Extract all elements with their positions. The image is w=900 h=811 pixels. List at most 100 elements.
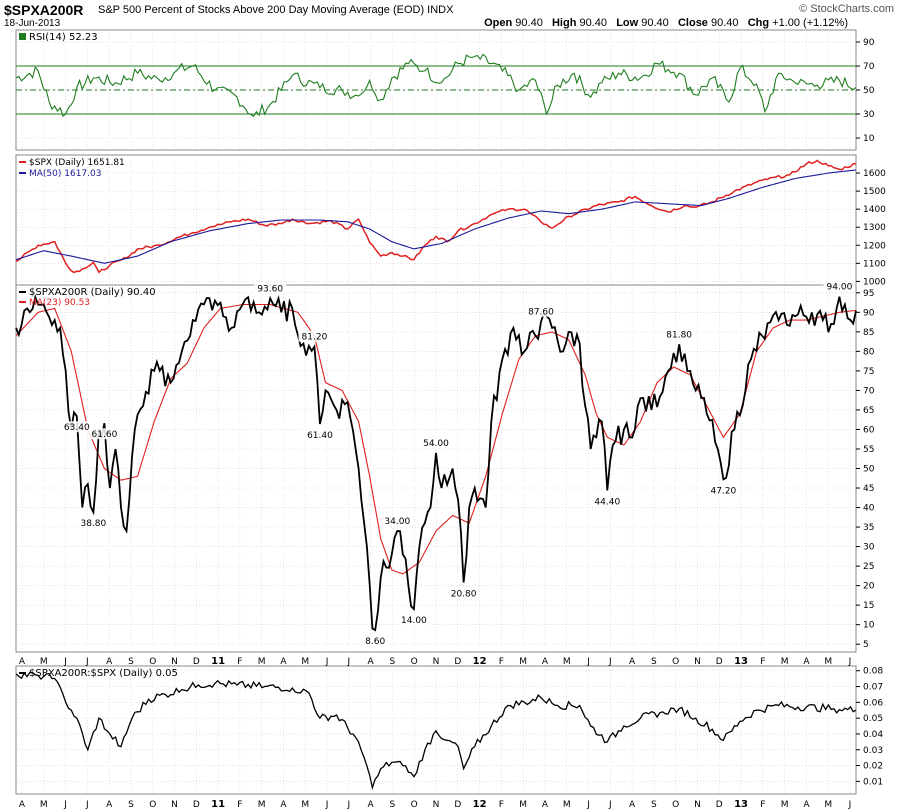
low-value: 90.40 <box>641 17 669 29</box>
data-label-bg <box>88 428 121 440</box>
x-month-label: D <box>193 657 200 667</box>
y-tick-label: 1200 <box>863 241 886 251</box>
x-month-label: J <box>85 657 89 667</box>
data-label: 47.20 <box>710 486 736 496</box>
ohlc-readout: Open 90.40 High 90.40 Low 90.40 Close 90… <box>484 17 848 29</box>
spx-line <box>15 159 856 274</box>
y-tick-label: 0.02 <box>863 762 883 772</box>
x-month-label: M <box>563 800 571 810</box>
data-label-bg <box>254 282 287 294</box>
x-month-label: A <box>629 800 636 810</box>
y-tick-label: 1100 <box>863 259 886 269</box>
y-tick-label: 1500 <box>863 187 886 197</box>
data-label: 81.80 <box>666 330 692 340</box>
yaxis-ratio: 0.01 0.02 0.03 0.04 0.05 0.06 0.07 0.08 <box>16 667 883 787</box>
data-label: 63.40 <box>64 423 90 433</box>
y-tick-label: 60 <box>863 425 875 435</box>
y-tick-label: 0.03 <box>863 746 883 756</box>
legend-ratio: $SPXA200R:$SPX (Daily) 0.05 <box>29 668 178 679</box>
x-month-label: M <box>301 657 309 667</box>
y-tick-label: 0.04 <box>863 730 883 740</box>
y-tick-label: 0.07 <box>863 683 883 693</box>
data-label-bg <box>303 428 336 440</box>
rsi-line <box>15 53 857 118</box>
close-label: Close <box>677 17 708 29</box>
y-tick-label: 35 <box>863 523 874 533</box>
data-label: 54.00 <box>423 439 449 449</box>
x-month-label: N <box>433 657 440 667</box>
brand-label[interactable]: © StockCharts.com <box>799 3 894 15</box>
x-month-label: N <box>433 800 440 810</box>
y-tick-label: 0.05 <box>863 714 883 724</box>
x-month-label: J <box>586 800 590 810</box>
ratio-line <box>15 671 857 791</box>
close-value: 90.40 <box>711 17 739 29</box>
x-month-label: J <box>848 800 852 810</box>
data-label-bg <box>298 330 331 342</box>
chart-description: S&P 500 Percent of Stocks Above 200 Day … <box>98 4 453 16</box>
data-label-bg <box>823 280 856 292</box>
y-tick-label: 45 <box>863 484 874 494</box>
x-month-label: M <box>781 657 789 667</box>
ma23-line <box>15 303 857 575</box>
yaxis-main: 5 10 15 20 25 30 35 40 45 50 55 60 65 70 75 80 85 90 95 <box>16 289 875 650</box>
y-tick-label: 95 <box>863 289 874 299</box>
panel-frame <box>15 154 857 286</box>
data-label: 81.20 <box>302 333 328 343</box>
x-month-label: D <box>716 657 723 667</box>
data-label-bg <box>447 587 480 599</box>
y-tick-label: 1000 <box>863 277 886 287</box>
y-tick-label: 10 <box>863 134 875 144</box>
legend-ma50: MA(50) 1617.03 <box>29 169 101 179</box>
high-value: 90.40 <box>579 17 608 29</box>
open-label: Open <box>484 17 513 29</box>
x-month-label: J <box>325 657 329 667</box>
y-tick-label: 85 <box>863 328 874 338</box>
data-label-bg <box>525 305 557 317</box>
data-label-bg <box>420 436 452 448</box>
data-label-bg <box>60 421 93 433</box>
y-tick-label: 0.08 <box>863 667 883 677</box>
x-month-label: A <box>19 657 26 667</box>
x-year-label: 13 <box>734 656 748 667</box>
x-month-label: M <box>40 800 48 810</box>
x-month-label: J <box>63 657 67 667</box>
x-month-label: M <box>519 800 527 810</box>
y-tick-label: 50 <box>863 86 875 96</box>
x-month-label: J <box>848 657 852 667</box>
x-month-label: A <box>542 800 549 810</box>
y-tick-label: 1400 <box>863 205 886 215</box>
x-month-label: O <box>149 800 156 810</box>
data-label: 61.60 <box>92 430 118 440</box>
open-value: 90.40 <box>515 17 543 29</box>
x-year-label: 12 <box>473 799 487 810</box>
low-label: Low <box>616 17 639 29</box>
x-month-label: D <box>454 800 461 810</box>
chg-label: Chg <box>747 17 770 29</box>
y-tick-label: 20 <box>863 582 875 592</box>
x-month-label: F <box>237 800 242 810</box>
y-tick-label: 25 <box>863 562 874 572</box>
x-month-label: O <box>672 657 679 667</box>
x-month-label: A <box>803 657 810 667</box>
x-month-label: M <box>301 800 309 810</box>
chg-value: +1.00 (+1.12%) <box>772 17 848 29</box>
x-month-label: F <box>499 800 504 810</box>
x-year-label: 11 <box>211 656 225 667</box>
x-month-label: F <box>237 657 242 667</box>
y-tick-label: 75 <box>863 367 874 377</box>
x-month-label: J <box>63 800 67 810</box>
data-label-bg <box>591 495 624 507</box>
x-month-label: A <box>629 657 636 667</box>
data-label: 87.60 <box>528 308 554 318</box>
x-year-label: 12 <box>473 656 487 667</box>
x-month-label: N <box>171 657 178 667</box>
x-month-label: A <box>280 657 287 667</box>
high-label: High <box>551 17 577 29</box>
x-month-label: A <box>280 800 287 810</box>
x-month-label: A <box>368 657 375 667</box>
y-tick-label: 10 <box>863 621 875 631</box>
legend-ma23: MA(23) 90.53 <box>29 298 90 308</box>
x-month-label: A <box>803 800 810 810</box>
